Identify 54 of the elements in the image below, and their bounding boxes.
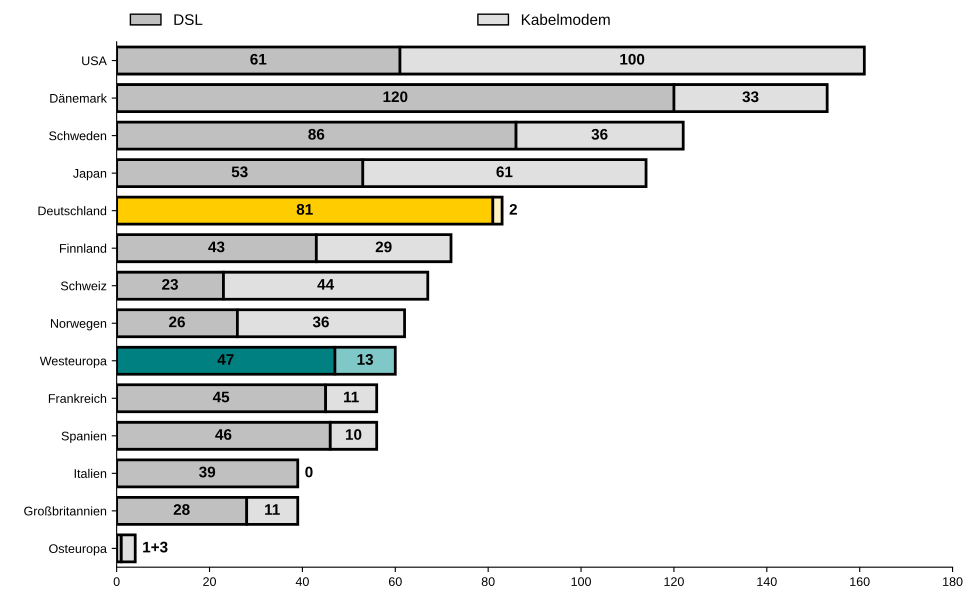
legend-label: DSL <box>174 14 202 26</box>
data-label: 100 <box>620 54 644 65</box>
data-label: 120 <box>384 91 408 102</box>
y-tick-label: Dänemark <box>50 94 107 103</box>
y-tick-label: Spanien <box>62 431 106 443</box>
data-label: 2 <box>510 204 517 215</box>
x-tick-label: 160 <box>850 577 870 586</box>
data-label: 61 <box>250 54 266 65</box>
y-tick-label: Schweiz <box>60 281 106 290</box>
data-label: 11 <box>344 392 359 402</box>
y-tick-label: Großbritannien <box>24 506 106 516</box>
data-label: 86 <box>308 128 324 140</box>
data-label: 0 <box>305 466 313 478</box>
x-tick-label: 120 <box>664 577 684 586</box>
y-tick-label: Osteuropa <box>49 544 107 556</box>
y-tick-label: Deutschland <box>38 206 106 216</box>
data-label: 10 <box>346 429 362 440</box>
x-tick-label: 80 <box>482 577 495 586</box>
data-label: 61 <box>496 166 512 178</box>
x-tick-label: 100 <box>572 577 591 586</box>
data-label: 43 <box>208 241 224 252</box>
x-tick-label: 180 <box>943 577 962 586</box>
y-tick-label: Italien <box>74 468 106 478</box>
y-tick-label: Schweden <box>49 131 106 140</box>
bar <box>120 533 137 564</box>
data-label: 11 <box>265 504 280 515</box>
y-tick-label: USA <box>82 56 107 66</box>
data-label: 81 <box>296 204 313 215</box>
data-label: 45 <box>212 392 230 402</box>
legend-label: Kabelmodem <box>522 14 610 26</box>
data-label: 39 <box>199 466 216 478</box>
data-label: 47 <box>218 354 234 365</box>
y-tick-label: Westeuropa <box>40 356 107 368</box>
data-label: 44 <box>317 279 334 290</box>
data-label: 23 <box>162 278 178 290</box>
x-tick-label: 20 <box>203 577 216 586</box>
y-tick-label: Norwegen <box>50 319 106 330</box>
x-tick-label: 40 <box>296 577 309 586</box>
y-tick-label: Finnland <box>60 244 106 253</box>
data-label: 53 <box>232 166 248 178</box>
x-tick-label: 0 <box>114 577 120 586</box>
x-tick-label: 140 <box>757 577 777 586</box>
x-tick-label: 60 <box>388 577 402 586</box>
data-label: 26 <box>169 316 185 328</box>
y-tick-label: Japan <box>73 169 106 180</box>
data-label: 13 <box>358 354 374 365</box>
data-label: 33 <box>742 91 758 102</box>
data-label: 46 <box>215 429 232 440</box>
data-label: 28 <box>174 504 190 515</box>
data-label: 1+3 <box>143 542 168 553</box>
y-tick-label: Frankreich <box>48 394 106 403</box>
data-label: 36 <box>591 128 608 140</box>
data-label: 36 <box>312 316 329 328</box>
data-label: 29 <box>376 241 392 252</box>
